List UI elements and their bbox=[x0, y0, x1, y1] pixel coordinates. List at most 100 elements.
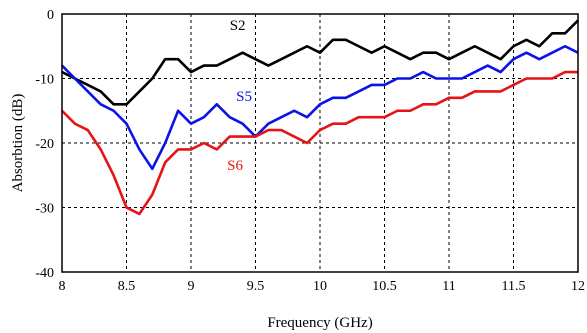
series-point-s6 bbox=[87, 129, 89, 131]
series-point-s2 bbox=[293, 51, 296, 54]
series-point-s5 bbox=[293, 109, 296, 112]
series-point-s6 bbox=[74, 122, 76, 125]
series-point-s5 bbox=[396, 77, 399, 80]
series-point-s6 bbox=[383, 116, 386, 118]
series-point-s5 bbox=[383, 84, 386, 86]
series-point-s6 bbox=[499, 90, 502, 93]
series-point-s5 bbox=[422, 71, 425, 73]
series-point-s6 bbox=[409, 109, 412, 112]
series-point-s2 bbox=[87, 84, 89, 86]
series-point-s5 bbox=[87, 90, 89, 93]
series-point-s2 bbox=[306, 45, 308, 48]
series-point-s2 bbox=[280, 58, 283, 60]
x-tick-label: 9.5 bbox=[247, 279, 265, 294]
series-point-s6 bbox=[164, 161, 166, 164]
series-point-s2 bbox=[525, 39, 528, 41]
series-point-s5 bbox=[74, 77, 76, 80]
series-point-s6 bbox=[345, 122, 347, 125]
series-point-s2 bbox=[345, 39, 347, 41]
series-point-s5 bbox=[474, 71, 476, 73]
series-point-s6 bbox=[177, 148, 179, 151]
series-point-s2 bbox=[228, 58, 231, 60]
x-tick-label: 8 bbox=[59, 279, 66, 294]
series-point-s6 bbox=[435, 103, 437, 106]
series-point-s6 bbox=[241, 135, 244, 138]
series-point-s2 bbox=[164, 58, 166, 60]
y-tick-label: -30 bbox=[35, 202, 54, 217]
series-point-s6 bbox=[190, 148, 192, 151]
series-point-s5 bbox=[216, 103, 218, 106]
series-point-s5 bbox=[564, 45, 566, 48]
grid-layer bbox=[62, 14, 578, 272]
series-point-s2 bbox=[499, 58, 502, 60]
series-point-s2 bbox=[474, 45, 476, 48]
plot-frame bbox=[61, 13, 579, 273]
series-point-s6 bbox=[254, 135, 257, 138]
series-point-s2 bbox=[319, 51, 321, 54]
series-point-s2 bbox=[216, 64, 218, 67]
series-point-s5 bbox=[306, 116, 308, 118]
series-point-s6 bbox=[538, 77, 541, 80]
series-point-s2 bbox=[383, 45, 386, 48]
y-tick-label: 0 bbox=[47, 8, 54, 23]
series-point-s5 bbox=[228, 116, 231, 118]
series-point-s6 bbox=[319, 129, 321, 131]
series-point-s6 bbox=[125, 206, 128, 209]
series-point-s2 bbox=[486, 51, 489, 54]
series-point-s5 bbox=[190, 122, 192, 125]
series-point-s2 bbox=[396, 51, 399, 54]
series-point-s2 bbox=[241, 51, 244, 54]
y-tick-label: -10 bbox=[35, 73, 54, 88]
series-point-s5 bbox=[332, 97, 334, 99]
series-point-s6 bbox=[474, 90, 476, 93]
series-point-s2 bbox=[409, 58, 412, 60]
y-tick-label: -20 bbox=[35, 137, 54, 152]
x-tick-label: 10 bbox=[313, 279, 327, 294]
series-point-s5 bbox=[267, 122, 270, 125]
series-point-s6 bbox=[448, 97, 450, 99]
series-point-s2 bbox=[190, 71, 192, 73]
series-point-s2 bbox=[332, 39, 334, 41]
x-axis-label: Frequency (GHz) bbox=[267, 315, 372, 331]
series-point-s2 bbox=[435, 51, 437, 54]
series-point-s6 bbox=[99, 148, 102, 151]
x-tick-label: 10.5 bbox=[372, 279, 397, 294]
series-point-s2 bbox=[538, 45, 541, 48]
series-label-s6: S6 bbox=[227, 158, 243, 174]
series-point-s2 bbox=[512, 45, 515, 48]
series-point-s5 bbox=[203, 116, 205, 118]
series-point-s2 bbox=[203, 64, 205, 67]
series-point-s5 bbox=[461, 77, 463, 80]
series-point-s6 bbox=[370, 116, 373, 118]
series-point-s6 bbox=[486, 90, 489, 93]
series-point-s2 bbox=[357, 45, 360, 48]
series-point-s5 bbox=[499, 71, 502, 73]
series-point-s5 bbox=[512, 58, 515, 60]
series-point-s5 bbox=[409, 77, 412, 80]
tick-layer: 8 8.5 9 9.5 10 10.5 11 11.5 12 0 -10 -20 -30 -40 bbox=[35, 8, 585, 294]
series-point-s5 bbox=[138, 148, 141, 151]
series-point-s2 bbox=[112, 103, 115, 106]
series-point-s2 bbox=[151, 77, 154, 80]
series-point-s5 bbox=[280, 116, 283, 118]
series-point-s5 bbox=[319, 103, 321, 106]
series-point-s2 bbox=[370, 51, 373, 54]
series-point-s5 bbox=[370, 84, 373, 86]
series-point-s6 bbox=[228, 135, 231, 138]
series-point-s5 bbox=[525, 51, 528, 54]
series-point-s6 bbox=[332, 122, 334, 125]
series-point-s6 bbox=[203, 142, 205, 144]
series-point-s5 bbox=[164, 142, 166, 144]
x-tick-label: 11.5 bbox=[502, 279, 526, 294]
series-point-s2 bbox=[177, 58, 179, 60]
y-tick-label: -40 bbox=[35, 266, 54, 281]
series-point-s5 bbox=[99, 103, 102, 106]
x-tick-label: 12 bbox=[571, 279, 585, 294]
series-point-s5 bbox=[486, 64, 489, 67]
series-point-s5 bbox=[241, 122, 244, 125]
series-point-s2 bbox=[551, 32, 553, 35]
series-label-layer: S2 S5 S6 bbox=[227, 18, 252, 174]
series-point-s6 bbox=[512, 84, 515, 86]
series-layer bbox=[61, 19, 579, 216]
